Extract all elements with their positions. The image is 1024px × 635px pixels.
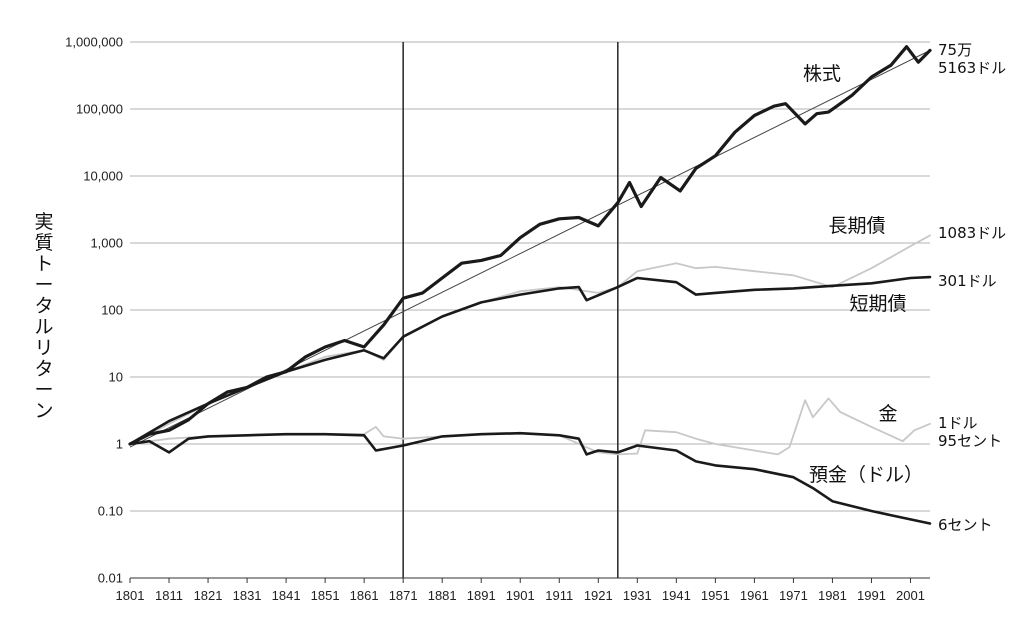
x-tick-label: 1891 [467, 588, 496, 603]
series-line-3 [129, 397, 931, 456]
x-tick-label: 1841 [272, 588, 301, 603]
x-tick-label: 1921 [584, 588, 613, 603]
y-tick-label: 100 [101, 303, 123, 318]
y-tick-label: 1 [116, 437, 123, 452]
y-tick-label: 100,000 [76, 102, 123, 117]
y-tick-label: 10 [109, 370, 123, 385]
series-name-label: 長期債 [828, 215, 885, 237]
y-axis-label: 実質トータルリターン [34, 211, 53, 422]
series-name-label: 短期債 [849, 293, 906, 315]
label-layer: 0.01 0.10 1 10 100 1,000 10,000 100,000 1,000,00… [34, 35, 1006, 604]
series-end-value-label: 75万 [938, 41, 972, 59]
y-tick-label: 10,000 [83, 169, 123, 184]
series-line-2 [128, 275, 932, 446]
axes [129, 577, 930, 583]
x-tick-label: 1911 [545, 588, 573, 603]
series-end-value-label: 95セント [938, 432, 1002, 450]
x-tick-label: 1821 [194, 588, 223, 603]
series-line-4 [128, 431, 932, 525]
grid-layer [130, 41, 930, 579]
x-tick-label: 1871 [389, 588, 418, 603]
x-tick-label: 1801 [116, 588, 145, 603]
x-tick-label: 1901 [506, 588, 535, 603]
series-name-label: 株式 [803, 63, 841, 85]
series-line-0 [128, 45, 932, 446]
x-tick-label: 1881 [428, 588, 457, 603]
series-name-label: 金 [878, 403, 897, 425]
vertical-markers [402, 42, 619, 578]
series-end-value-label: 1083ドル [938, 224, 1006, 242]
y-tick-label: 0.01 [98, 571, 123, 586]
series-end-value-label: 5163ドル [938, 59, 1006, 77]
series-end-value-label: 6セント [938, 516, 993, 534]
series-end-value-label: 301ドル [938, 272, 997, 290]
x-tick-label: 1831 [233, 588, 262, 603]
x-tick-label: 1861 [350, 588, 379, 603]
x-tick-label: 1811 [155, 588, 183, 603]
x-tick-label: 1991 [857, 588, 886, 603]
x-tick-label: 1951 [701, 588, 730, 603]
series-end-value-label: 1ドル [938, 414, 978, 432]
series-layer [128, 45, 932, 525]
y-tick-label: 1,000,000 [65, 35, 123, 50]
series-name-label: 預金（ドル） [809, 464, 923, 486]
x-tick-label: 1931 [623, 588, 652, 603]
y-tick-label: 0.10 [98, 504, 123, 519]
x-tick-label: 2001 [896, 588, 925, 603]
x-tick-label: 1961 [740, 588, 769, 603]
x-tick-label: 1971 [779, 588, 808, 603]
x-tick-label: 1941 [662, 588, 691, 603]
x-tick-label: 1851 [311, 588, 340, 603]
y-tick-label: 1,000 [90, 236, 123, 251]
x-tick-label: 1981 [818, 588, 847, 603]
